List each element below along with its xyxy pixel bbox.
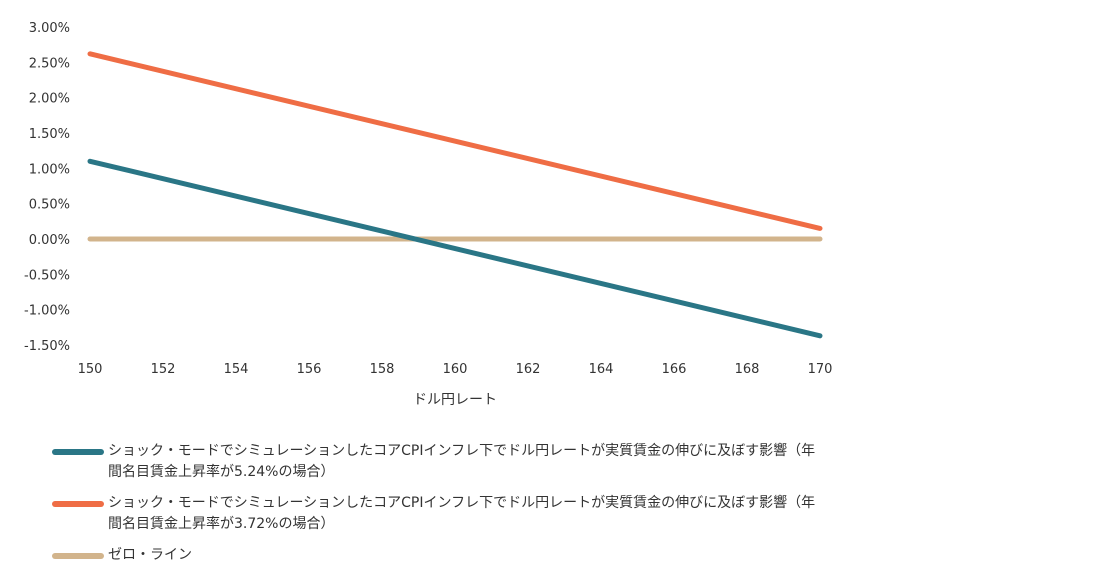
series-line-1 [87, 51, 823, 231]
legend-swatch-tan [52, 553, 104, 559]
x-axis-label: ドル円レート [413, 392, 497, 408]
x-tick-label: 168 [735, 362, 760, 377]
y-tick-label: 1.00% [29, 162, 70, 177]
y-tick-label: 1.50% [29, 127, 70, 142]
x-tick-label: 158 [370, 362, 395, 377]
legend-swatch-teal [52, 449, 104, 455]
x-tick-label: 170 [808, 362, 833, 377]
y-axis-ticks: 3.00% 2.50% 2.00% 1.50% 1.00% 0.50% 0.00% -0.50… [24, 21, 70, 354]
y-tick-label: -1.50% [24, 339, 70, 354]
x-tick-label: 156 [297, 362, 322, 377]
legend-label: ショック・モードでシミュレーションしたコアCPIインフレ下でドル円レートが実質賃… [108, 495, 816, 532]
legend-item: ゼロ・ライン [52, 545, 852, 566]
x-tick-label: 162 [516, 362, 541, 377]
legend-item: ショック・モードでシミュレーションしたコアCPIインフレ下でドル円レートが実質賃… [52, 493, 852, 535]
y-tick-label: 0.00% [29, 233, 70, 248]
x-tick-label: 150 [78, 362, 103, 377]
x-tick-label: 166 [662, 362, 687, 377]
legend: ショック・モードでシミュレーションしたコアCPIインフレ下でドル円レートが実質賃… [52, 441, 852, 576]
x-tick-label: 154 [224, 362, 249, 377]
legend-label: ゼロ・ライン [108, 547, 192, 563]
x-axis-ticks: 150 152 154 156 158 160 162 164 166 168 170 [78, 362, 833, 377]
legend-label: ショック・モードでシミュレーションしたコアCPIインフレ下でドル円レートが実質賃… [108, 443, 816, 480]
y-tick-label: 2.50% [29, 56, 70, 71]
line-chart: 3.00% 2.50% 2.00% 1.50% 1.00% 0.50% 0.00% -0.50… [24, 21, 833, 408]
legend-item: ショック・モードでシミュレーションしたコアCPIインフレ下でドル円レートが実質賃… [52, 441, 852, 483]
legend-swatch-orange [52, 501, 104, 507]
y-tick-label: 2.00% [29, 92, 70, 107]
x-tick-label: 164 [589, 362, 614, 377]
y-tick-label: 0.50% [29, 198, 70, 213]
x-tick-label: 160 [443, 362, 468, 377]
y-tick-label: -0.50% [24, 268, 70, 283]
y-tick-label: 3.00% [29, 21, 70, 36]
series-line-0 [87, 158, 823, 339]
y-tick-label: -1.00% [24, 304, 70, 319]
x-tick-label: 152 [151, 362, 176, 377]
series-lines [87, 51, 823, 339]
